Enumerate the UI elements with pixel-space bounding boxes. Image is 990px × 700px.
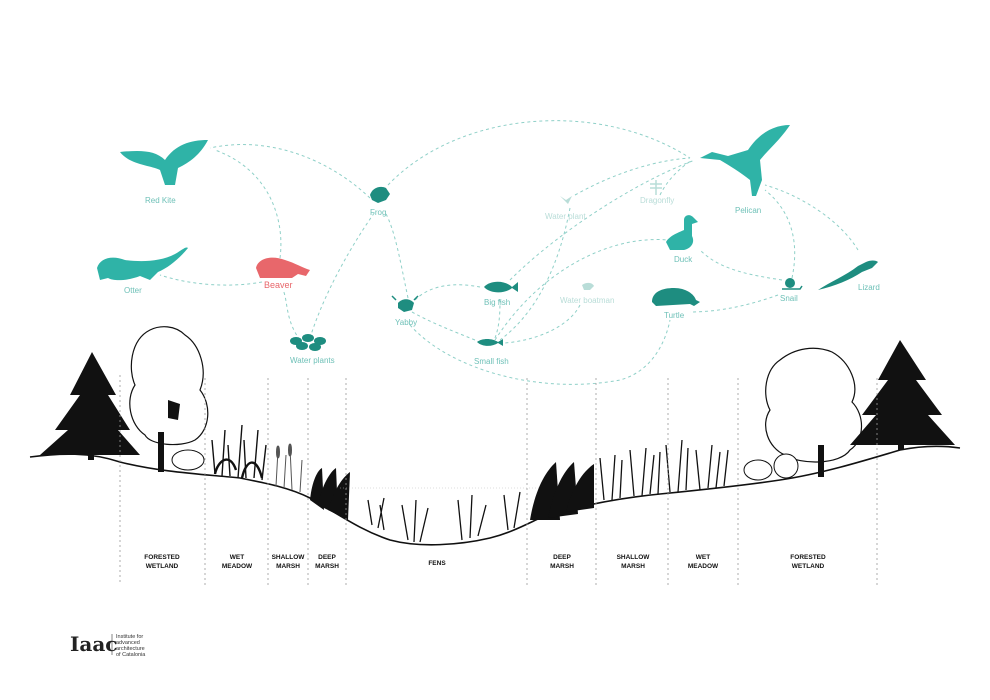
zone-label-wet-meadow-right-2: MEADOW xyxy=(688,563,719,570)
link-snail-duck xyxy=(699,249,783,281)
zone-label-deep-marsh-right-2: MARSH xyxy=(550,563,574,570)
zone-labels: FORESTED WETLAND WET MEADOW SHALLOW MARS… xyxy=(144,554,826,570)
reeds-deep-marsh-right xyxy=(530,462,594,520)
link-snail-pelican xyxy=(764,189,796,279)
logo-line-3: architecture xyxy=(116,646,145,652)
label-otter: Otter xyxy=(124,286,142,295)
label-turtle: Turtle xyxy=(664,311,685,320)
link-smallfish-bigfish xyxy=(494,297,501,339)
zone-label-shallow-marsh-right-2: MARSH xyxy=(621,563,645,570)
grass-clump-shallow-marsh-right xyxy=(599,447,661,501)
link-bigfish-pelican xyxy=(509,159,696,281)
link-waterplants-beaver xyxy=(282,289,301,341)
fen-plants xyxy=(367,491,521,543)
reeds-shallow-marsh-left xyxy=(275,443,303,493)
zone-label-wet-meadow-left: WET xyxy=(230,554,244,561)
water-plant-icon xyxy=(560,196,572,204)
link-waterplant-smallfish xyxy=(499,207,571,341)
logo-line-1: Institute for xyxy=(116,634,143,640)
food-web-links xyxy=(159,120,859,385)
label-pelican: Pelican xyxy=(735,206,761,215)
zone-label-deep-marsh-right: DEEP xyxy=(553,554,571,561)
link-smallfish-yabby xyxy=(411,311,476,341)
zone-label-shallow-marsh-right: SHALLOW xyxy=(617,554,651,561)
label-lizard: Lizard xyxy=(858,283,880,292)
shrub-left xyxy=(171,449,205,471)
link-smallfish-duck xyxy=(494,239,669,341)
turtle-icon xyxy=(652,288,700,306)
zone-label-deep-marsh-left: DEEP xyxy=(318,554,336,561)
conifer-tree-right xyxy=(850,340,955,450)
label-red-kite: Red Kite xyxy=(145,196,176,205)
frog-icon xyxy=(370,186,390,203)
deciduous-tree-right xyxy=(765,347,863,477)
duck-icon xyxy=(666,215,698,250)
grass-clump-wet-meadow-left xyxy=(211,424,267,481)
label-frog: Frog xyxy=(370,208,386,217)
zone-label-shallow-marsh-left-2: MARSH xyxy=(276,563,300,570)
label-water-plants: Water plants xyxy=(290,356,335,365)
zone-label-forested-wetland-right: FORESTED xyxy=(790,554,826,561)
bird-icon xyxy=(120,140,208,185)
label-water-boatman: Water boatman xyxy=(560,296,614,305)
reeds-deep-marsh-left xyxy=(310,468,350,520)
label-dragonfly: Dragonfly xyxy=(640,196,674,205)
terrain-section xyxy=(29,326,961,546)
fish-icon xyxy=(477,339,503,346)
deciduous-tree-left xyxy=(129,326,209,472)
zone-label-shallow-marsh-left: SHALLOW xyxy=(272,554,306,561)
beaver-icon xyxy=(256,257,310,278)
pelican-icon xyxy=(700,125,790,196)
link-yabby-bigfish xyxy=(414,284,481,301)
link-boatman-smallfish xyxy=(504,304,581,344)
label-beaver: Beaver xyxy=(264,280,293,290)
link-lizard-pelican xyxy=(764,184,859,251)
snail-icon xyxy=(782,278,803,290)
conifer-tree-left xyxy=(40,352,140,460)
link-waterplant-pelican xyxy=(574,157,691,196)
crayfish-icon xyxy=(391,295,419,312)
label-yabby: Yabby xyxy=(395,318,417,327)
label-small-fish: Small fish xyxy=(474,357,509,366)
link-beaver-otter xyxy=(159,274,263,286)
iaac-logo: Iaac Institute for advanced architecture… xyxy=(70,632,146,658)
label-big-fish: Big fish xyxy=(484,298,510,307)
zone-label-forested-wetland-left: FORESTED xyxy=(144,554,180,561)
link-snail-turtle xyxy=(689,294,779,313)
link-yabby-turtle xyxy=(409,319,671,385)
link-beaver-redkite xyxy=(214,149,282,259)
otter-icon xyxy=(97,247,188,281)
zone-label-forested-wetland-left-2: WETLAND xyxy=(146,563,179,570)
grass-clump-wet-meadow-right xyxy=(665,439,729,493)
water-boatman-icon xyxy=(582,282,594,290)
link-waterplants-frog xyxy=(309,211,376,339)
zone-label-forested-wetland-right-2: WETLAND xyxy=(792,563,825,570)
fish-icon xyxy=(484,281,518,293)
link-frog-pelican xyxy=(387,120,691,186)
lily-pad-icon xyxy=(290,334,326,351)
logo-mark: Iaac xyxy=(70,632,117,656)
shrub-right xyxy=(743,453,799,481)
label-duck: Duck xyxy=(674,255,693,264)
label-water-plant: Water plant xyxy=(545,212,586,221)
zone-label-deep-marsh-left-2: MARSH xyxy=(315,563,339,570)
zone-label-fens: FENS xyxy=(428,560,446,567)
logo-line-4: of Catalonia xyxy=(116,652,146,658)
lizard-icon xyxy=(818,260,878,290)
zone-label-wet-meadow-left-2: MEADOW xyxy=(222,563,253,570)
label-snail: Snail xyxy=(780,294,798,303)
link-yabby-frog xyxy=(384,211,409,299)
dragonfly-icon xyxy=(650,180,662,195)
logo-line-2: advanced xyxy=(116,640,140,646)
zone-dividers xyxy=(119,375,878,585)
link-frog-redkite xyxy=(209,144,371,199)
link-dragonfly-pelican xyxy=(659,159,693,196)
ground-profile xyxy=(29,445,961,546)
zone-label-wet-meadow-right: WET xyxy=(696,554,710,561)
